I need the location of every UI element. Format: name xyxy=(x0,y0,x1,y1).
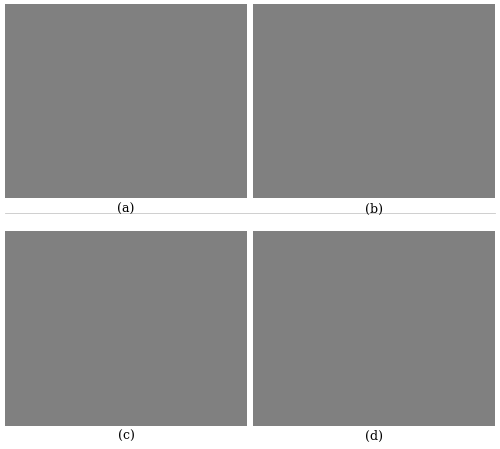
Text: (c): (c) xyxy=(118,430,134,443)
Text: (d): (d) xyxy=(365,430,383,443)
Text: (a): (a) xyxy=(118,203,134,216)
Text: (b): (b) xyxy=(365,203,383,216)
